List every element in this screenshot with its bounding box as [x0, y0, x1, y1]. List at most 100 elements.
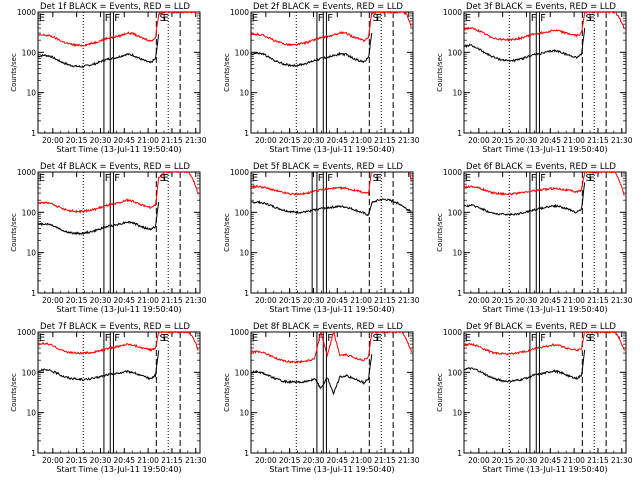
y-tick-label: 1 [31, 129, 36, 138]
flag-marker-s: S [160, 13, 166, 24]
plot-frame [37, 331, 201, 454]
x-tick-label: 21:30 [398, 296, 420, 305]
flag-marker-e: E [376, 173, 382, 184]
flag-marker-e: E [589, 333, 595, 344]
flag-marker-e: E [163, 173, 169, 184]
flag-marker-e: E [252, 13, 258, 24]
y-axis-label: Counts/sec [223, 373, 231, 412]
panel-title: Det 8f BLACK = Events, RED = LLD [253, 322, 403, 332]
panel-det-1: Det 1f BLACK = Events, RED = LLD 1 10 100 10… [10, 2, 207, 154]
panel-det-3: Det 3f BLACK = Events, RED = LLD 1 10 100 10… [436, 2, 633, 154]
y-axis-label: Counts/sec [436, 373, 444, 412]
y-axis-label: Counts/sec [436, 53, 444, 92]
x-tick-label: 20:45 [326, 136, 348, 145]
flag-marker-f: F [531, 333, 537, 344]
flag-marker-e: E [163, 13, 169, 24]
y-tick-label: 100 [448, 48, 463, 57]
panel-det-4: Det 4f BLACK = Events, RED = LLD 1 10 100 10… [10, 162, 207, 314]
x-tick-label: 21:15 [161, 296, 183, 305]
x-tick-label: 20:15 [66, 296, 88, 305]
plot-frame [250, 11, 414, 134]
y-tick-label: 1000 [17, 328, 36, 337]
x-tick-label: 21:00 [350, 136, 372, 145]
x-tick-label: 20:15 [66, 136, 88, 145]
x-tick-label: 21:15 [587, 296, 609, 305]
flag-marker-e: E [376, 13, 382, 24]
plot-frame [463, 11, 627, 134]
x-tick-label: 20:00 [255, 456, 277, 465]
y-tick-label: 100 [22, 208, 37, 217]
y-tick-label: 10 [26, 89, 36, 98]
y-tick-label: 1 [244, 289, 249, 298]
series-line-events [251, 198, 412, 217]
x-tick-label: 20:15 [492, 296, 514, 305]
x-tick-label: 21:00 [563, 456, 585, 465]
flag-marker-e: E [465, 333, 471, 344]
x-tick-label: 21:00 [350, 456, 372, 465]
x-tick-label: 20:30 [516, 456, 538, 465]
flag-marker-s: S [160, 333, 166, 344]
flag-marker-f: F [327, 173, 333, 184]
x-tick-label: 20:30 [90, 136, 112, 145]
y-tick-label: 100 [235, 208, 250, 217]
flag-marker-s: S [373, 333, 379, 344]
x-tick-label: 20:15 [66, 456, 88, 465]
flag-marker-e: E [589, 173, 595, 184]
flag-marker-e: E [465, 173, 471, 184]
x-tick-label: 21:15 [374, 296, 396, 305]
series-line-events [38, 350, 160, 382]
x-tick-label: 21:30 [185, 456, 207, 465]
y-tick-label: 1000 [17, 8, 36, 17]
series-line-events [38, 201, 160, 236]
flag-marker-e: E [39, 333, 45, 344]
y-tick-label: 10 [239, 249, 249, 258]
y-tick-label: 100 [448, 208, 463, 217]
y-tick-label: 1000 [230, 168, 249, 177]
x-tick-label: 21:30 [398, 136, 420, 145]
flag-marker-e: E [39, 13, 45, 24]
x-tick-label: 21:15 [374, 456, 396, 465]
series-line-events [251, 354, 373, 396]
flag-marker-e: E [39, 173, 45, 184]
flag-marker-f: F [540, 173, 546, 184]
x-tick-label: 20:15 [492, 136, 514, 145]
y-tick-label: 10 [26, 249, 36, 258]
plot-frame [463, 331, 627, 454]
panel-det-8: Det 8f BLACK = Events, RED = LLD 1 10 100 10… [223, 322, 420, 474]
x-axis-label: Start Time (13-Jul-11 19:50:40) [56, 145, 181, 154]
flag-marker-s: S [160, 173, 166, 184]
y-tick-label: 1 [31, 289, 36, 298]
y-axis-label: Counts/sec [223, 213, 231, 252]
panel-det-7: Det 7f BLACK = Events, RED = LLD 1 10 100 10… [10, 322, 207, 474]
flag-marker-s: S [373, 13, 379, 24]
series-line-lld [251, 332, 412, 364]
x-tick-label: 21:00 [350, 296, 372, 305]
flag-marker-e: E [163, 333, 169, 344]
panel-title: Det 3f BLACK = Events, RED = LLD [466, 2, 616, 12]
y-tick-label: 1 [457, 289, 462, 298]
series-line-lld [251, 12, 412, 47]
x-tick-label: 20:45 [539, 136, 561, 145]
x-tick-label: 21:30 [611, 136, 633, 145]
series-line-lld [464, 332, 625, 356]
x-tick-label: 21:00 [137, 136, 159, 145]
x-tick-label: 20:00 [42, 456, 64, 465]
x-tick-label: 20:30 [303, 136, 325, 145]
x-axis-label: Start Time (13-Jul-11 19:50:40) [482, 465, 607, 474]
series-line-events [464, 349, 586, 383]
flag-marker-s: S [586, 173, 592, 184]
x-axis-label: Start Time (13-Jul-11 19:50:40) [56, 305, 181, 314]
x-axis-label: Start Time (13-Jul-11 19:50:40) [269, 305, 394, 314]
panel-title: Det 6f BLACK = Events, RED = LLD [466, 162, 616, 172]
series-line-events [464, 28, 586, 63]
series-line-lld [38, 172, 199, 214]
y-tick-label: 100 [22, 48, 37, 57]
flag-marker-f: F [114, 333, 120, 344]
y-tick-label: 1 [244, 449, 249, 458]
x-tick-label: 21:00 [563, 136, 585, 145]
series-line-events [38, 34, 160, 69]
flag-marker-e: E [465, 13, 471, 24]
flag-marker-f: F [114, 13, 120, 24]
x-tick-label: 21:15 [161, 136, 183, 145]
